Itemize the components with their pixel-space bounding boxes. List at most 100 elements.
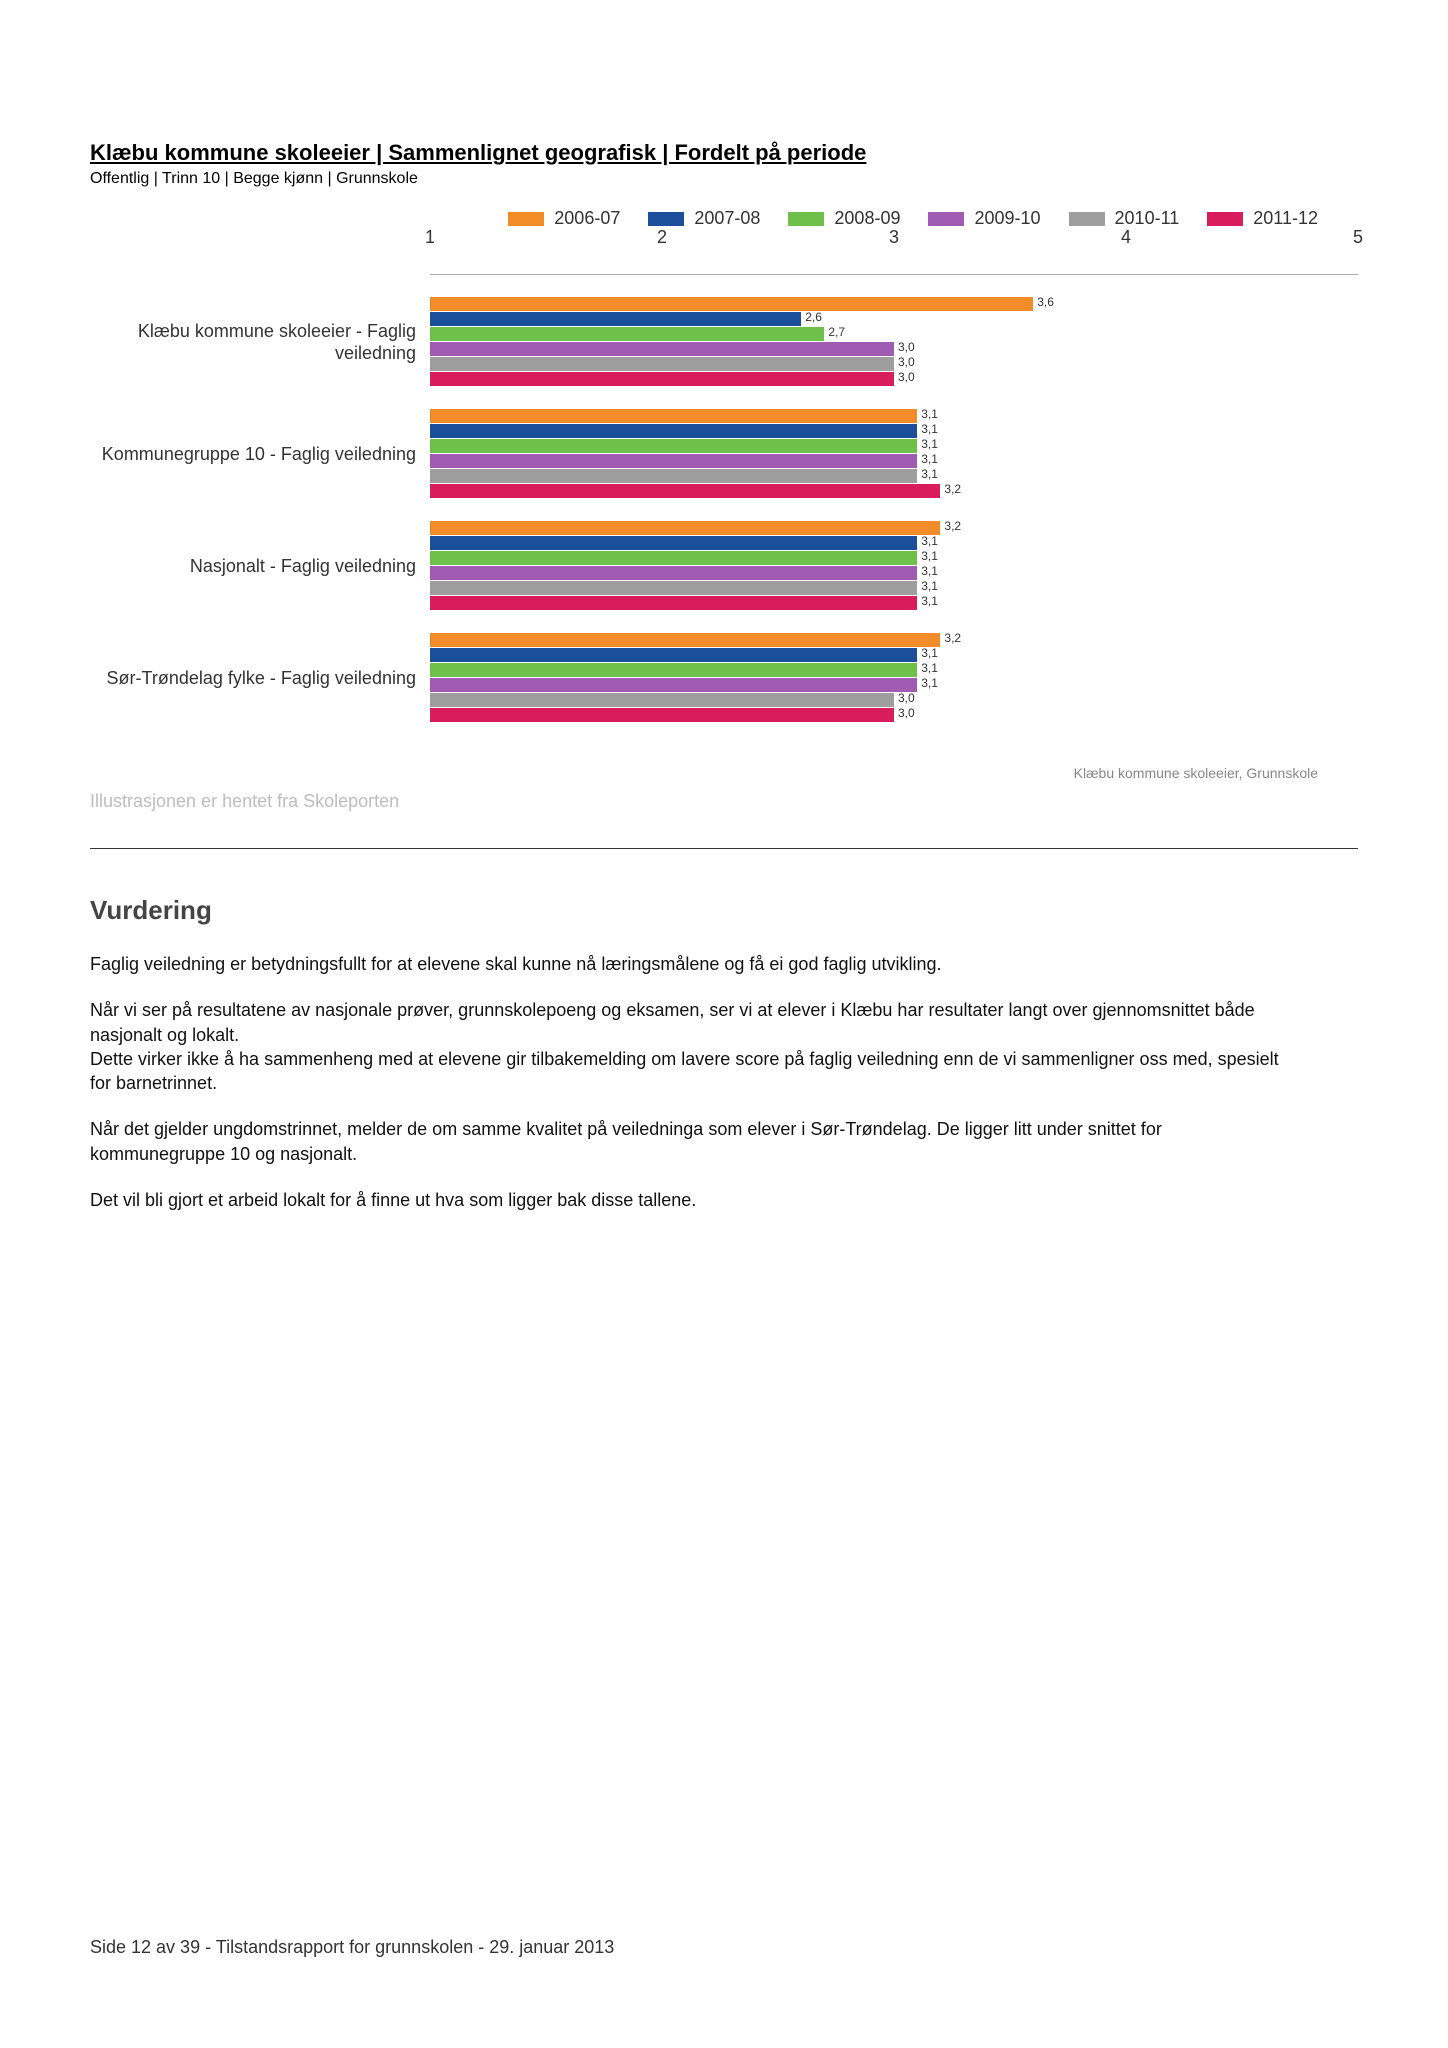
- bar-value: 3,0: [894, 691, 915, 705]
- legend-item: 2010-11: [1069, 208, 1180, 229]
- bar: [430, 566, 917, 580]
- axis-tick: 1: [425, 227, 435, 248]
- bar-value: 3,1: [917, 646, 938, 660]
- legend-item: 2009-10: [928, 208, 1040, 229]
- bar-row: 3,1: [430, 648, 1358, 662]
- chart-legend: 2006-07 2007-08 2008-09 2009-10 2010-11 2011-…: [90, 208, 1318, 229]
- bar-row: 3,0: [430, 693, 1358, 707]
- bar: [430, 536, 917, 550]
- legend-item: 2007-08: [648, 208, 760, 229]
- bar-row: 3,1: [430, 439, 1358, 453]
- bar: [430, 581, 917, 595]
- bar: [430, 596, 917, 610]
- bar-row: 3,2: [430, 521, 1358, 535]
- chart-group: Sør-Trøndelag fylke - Faglig veiledning3…: [90, 633, 1358, 723]
- bar: [430, 327, 824, 341]
- bar-row: 3,1: [430, 469, 1358, 483]
- group-label: Nasjonalt - Faglig veiledning: [90, 521, 430, 611]
- bar-value: 3,1: [917, 549, 938, 563]
- bar-stack: 3,23,13,13,13,03,0: [430, 633, 1358, 723]
- bar-row: 3,0: [430, 708, 1358, 722]
- bar: [430, 633, 940, 647]
- bar-value: 3,0: [894, 340, 915, 354]
- chart-source-left: Illustrasjonen er hentet fra Skoleporten: [90, 791, 1358, 812]
- bar: [430, 469, 917, 483]
- bar: [430, 424, 917, 438]
- bar-value: 2,6: [801, 310, 822, 324]
- bar-row: 3,1: [430, 409, 1358, 423]
- legend-swatch: [508, 212, 544, 226]
- bar-value: 3,1: [917, 407, 938, 421]
- bar-row: 3,2: [430, 633, 1358, 647]
- legend-item: 2006-07: [508, 208, 620, 229]
- bar-row: 3,1: [430, 581, 1358, 595]
- bar-row: 3,1: [430, 536, 1358, 550]
- bar: [430, 312, 801, 326]
- legend-label: 2011-12: [1253, 208, 1318, 229]
- bar-row: 3,0: [430, 372, 1358, 386]
- axis-tick: 3: [889, 227, 899, 248]
- bar: [430, 297, 1033, 311]
- bar-row: 2,7: [430, 327, 1358, 341]
- bar: [430, 454, 917, 468]
- legend-swatch: [928, 212, 964, 226]
- bar: [430, 693, 894, 707]
- legend-label: 2008-09: [834, 208, 900, 229]
- bar: [430, 708, 894, 722]
- bar-value: 3,1: [917, 661, 938, 675]
- legend-item: 2008-09: [788, 208, 900, 229]
- bar-stack: 3,23,13,13,13,13,1: [430, 521, 1358, 611]
- bar-value: 3,0: [894, 355, 915, 369]
- legend-label: 2006-07: [554, 208, 620, 229]
- bar-value: 3,2: [940, 482, 961, 496]
- bar-value: 3,1: [917, 452, 938, 466]
- bar-row: 2,6: [430, 312, 1358, 326]
- bar-row: 3,1: [430, 424, 1358, 438]
- chart-group: Kommunegruppe 10 - Faglig veiledning3,13…: [90, 409, 1358, 499]
- chart-group: Nasjonalt - Faglig veiledning3,23,13,13,…: [90, 521, 1358, 611]
- bar-chart: 12345 Klæbu kommune skoleeier - Faglig v…: [90, 247, 1358, 723]
- chart-group: Klæbu kommune skoleeier - Faglig veiledn…: [90, 297, 1358, 387]
- bar-row: 3,6: [430, 297, 1358, 311]
- group-label: Klæbu kommune skoleeier - Faglig veiledn…: [90, 297, 430, 387]
- bar-value: 3,1: [917, 422, 938, 436]
- legend-swatch: [1069, 212, 1105, 226]
- paragraph: Det vil bli gjort et arbeid lokalt for å…: [90, 1188, 1290, 1212]
- group-label: Sør-Trøndelag fylke - Faglig veiledning: [90, 633, 430, 723]
- legend-swatch: [1207, 212, 1243, 226]
- axis-tick: 5: [1353, 227, 1363, 248]
- bar: [430, 439, 917, 453]
- divider: [90, 848, 1358, 849]
- bar: [430, 678, 917, 692]
- bar-row: 3,1: [430, 596, 1358, 610]
- bar-stack: 3,13,13,13,13,13,2: [430, 409, 1358, 499]
- bar-row: 3,1: [430, 663, 1358, 677]
- bar: [430, 521, 940, 535]
- bar: [430, 551, 917, 565]
- group-label: Kommunegruppe 10 - Faglig veiledning: [90, 409, 430, 499]
- bar-value: 3,1: [917, 594, 938, 608]
- bar: [430, 342, 894, 356]
- bar-value: 3,1: [917, 676, 938, 690]
- page-footer: Side 12 av 39 - Tilstandsrapport for gru…: [90, 1937, 614, 1958]
- bar: [430, 357, 894, 371]
- chart-source-right: Klæbu kommune skoleeier, Grunnskole: [90, 765, 1318, 781]
- bar-value: 3,0: [894, 706, 915, 720]
- x-axis: 12345: [430, 249, 1358, 275]
- bar-value: 3,6: [1033, 295, 1054, 309]
- legend-label: 2010-11: [1115, 208, 1180, 229]
- axis-tick: 4: [1121, 227, 1131, 248]
- paragraph: Faglig veiledning er betydningsfullt for…: [90, 952, 1290, 976]
- page-title: Klæbu kommune skoleeier | Sammenlignet g…: [90, 140, 1358, 166]
- legend-item: 2011-12: [1207, 208, 1318, 229]
- bar-stack: 3,62,62,73,03,03,0: [430, 297, 1358, 387]
- bar-row: 3,0: [430, 342, 1358, 356]
- bar: [430, 648, 917, 662]
- paragraph: Når vi ser på resultatene av nasjonale p…: [90, 998, 1290, 1095]
- bar-value: 3,1: [917, 564, 938, 578]
- bar-row: 3,1: [430, 551, 1358, 565]
- paragraph: Når det gjelder ungdomstrinnet, melder d…: [90, 1117, 1290, 1166]
- bar-value: 3,2: [940, 631, 961, 645]
- bar: [430, 484, 940, 498]
- page-subtitle: Offentlig | Trinn 10 | Begge kjønn | Gru…: [90, 170, 1358, 188]
